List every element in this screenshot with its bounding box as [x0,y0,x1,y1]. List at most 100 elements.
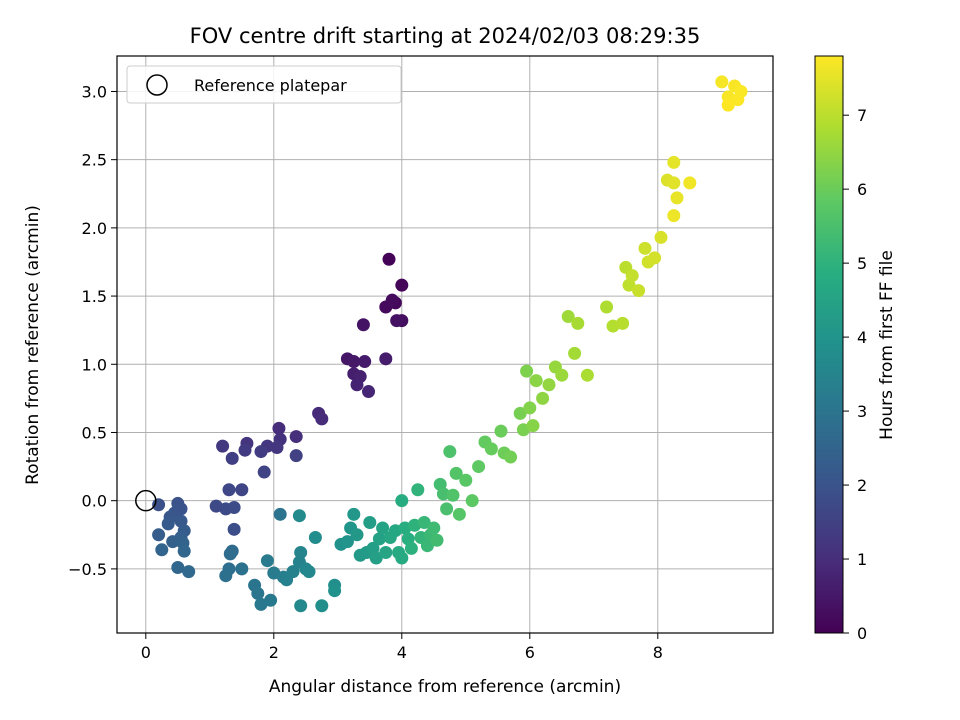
data-point [235,562,249,576]
data-point [494,424,508,438]
data-point [504,450,518,464]
chart-title: FOV centre drift starting at 2024/02/03 … [190,24,701,48]
grid [117,56,773,633]
data-point [302,565,316,579]
data-point [721,98,735,112]
data-point [390,314,404,328]
legend-marker-icon [146,74,168,96]
data-point [294,599,308,613]
data-point [260,554,274,568]
data-point [667,209,681,223]
y-tick-label: 1.0 [82,355,107,374]
data-point [272,421,286,435]
data-point [152,528,166,542]
data-point [161,517,175,531]
y-tick-label: 2.0 [82,219,107,238]
data-point [648,251,662,265]
colorbar-tick-label: 4 [857,328,867,347]
colorbar-tick-label: 2 [857,476,867,495]
y-tick-label: 3.0 [82,82,107,101]
x-tick-label: 4 [397,643,407,662]
data-point [395,494,409,508]
data-point [555,368,569,382]
data-point [356,318,370,332]
data-point [443,445,457,459]
data-point [395,278,409,292]
data-point [219,569,233,583]
data-point [350,378,364,392]
data-point [166,535,180,549]
data-point [385,293,399,307]
data-point [171,561,185,575]
x-tick-label: 2 [269,643,279,662]
data-point [347,507,361,521]
data-point [379,352,393,366]
data-point [264,593,278,607]
data-point [350,528,364,542]
data-point [571,316,585,330]
data-point [379,546,393,560]
data-point [580,368,594,382]
data-point [294,546,308,560]
data-point [446,488,460,502]
data-point [542,378,556,392]
data-point [289,449,303,463]
data-point [238,443,252,457]
legend-box [126,65,402,104]
data-point [152,498,166,512]
y-tick-label: 1.5 [82,287,107,306]
data-point [177,544,191,558]
data-point [328,584,342,598]
data-point [654,230,668,244]
data-point [427,521,441,535]
data-point [420,539,434,553]
plot-frame [116,55,774,634]
colorbar-tick-label: 3 [857,402,867,421]
colorbar-tick-label: 6 [857,180,867,199]
data-point [223,547,237,561]
data-point [638,241,652,255]
data-points [152,75,748,613]
data-point [225,451,239,465]
data-point [235,483,249,497]
data-point [731,93,745,107]
data-point [395,551,409,565]
data-point [472,460,486,474]
legend-entry: Reference platepar [194,76,347,95]
x-tick-label: 0 [141,643,151,662]
data-point [600,300,614,314]
data-point [363,516,377,530]
data-point [227,501,241,515]
data-point [358,355,372,369]
y-tick-label: 2.5 [82,151,107,170]
data-point [155,543,169,557]
data-point [529,374,543,388]
data-point [536,391,550,405]
data-point [289,430,303,444]
data-point [430,533,444,547]
data-point [459,473,473,487]
colorbar-gradient [814,55,844,634]
data-point [561,310,575,324]
y-tick-label: −0.5 [68,560,107,579]
data-point [273,507,287,521]
data-point [254,445,268,459]
y-axis-label: Rotation from reference (arcmin) [23,205,43,485]
data-point [683,176,697,190]
data-point [484,442,498,456]
colorbar: 0 1 2 3 4 5 6 7 Hours from first FF file [814,55,897,643]
x-tick-label: 8 [653,643,663,662]
data-point [404,541,418,555]
data-point [625,269,639,283]
data-point [308,531,322,545]
data-point [315,599,329,613]
data-point [616,316,630,330]
data-point [376,521,390,535]
data-point [465,494,479,508]
x-tick-label: 6 [525,643,535,662]
colorbar-ticks: 0 1 2 3 4 5 6 7 [843,106,867,643]
x-axis-label: Angular distance from reference (arcmin) [269,677,621,697]
data-point [369,551,383,565]
colorbar-tick-label: 7 [857,106,867,125]
